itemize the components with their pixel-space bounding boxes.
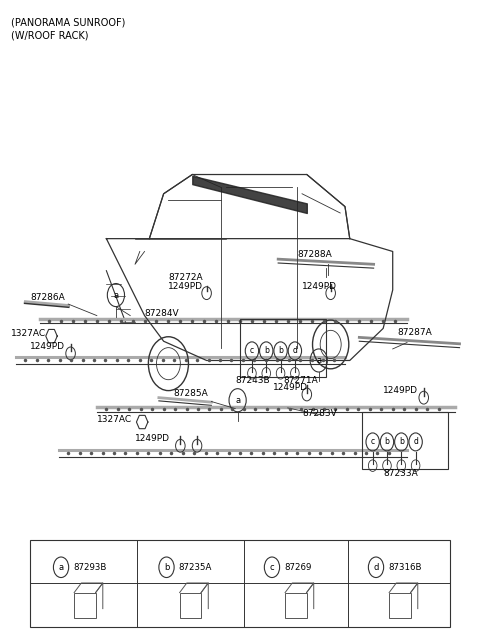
- Text: b: b: [399, 437, 404, 446]
- Text: 87233A: 87233A: [383, 469, 418, 478]
- Text: c: c: [250, 346, 254, 355]
- Text: 87283V: 87283V: [302, 408, 337, 417]
- Text: 87293B: 87293B: [73, 563, 107, 572]
- Text: d: d: [292, 346, 297, 355]
- Text: 87269: 87269: [284, 563, 311, 572]
- Bar: [180, 592, 201, 618]
- Text: a: a: [113, 290, 119, 299]
- Text: d: d: [413, 437, 418, 446]
- Text: 1327AC: 1327AC: [11, 329, 46, 338]
- Text: (PANORAMA SUNROOF)
(W/ROOF RACK): (PANORAMA SUNROOF) (W/ROOF RACK): [11, 17, 125, 41]
- Text: 87288A: 87288A: [297, 249, 332, 258]
- Text: 1327AC: 1327AC: [97, 415, 132, 424]
- Text: 1249PD: 1249PD: [135, 434, 170, 443]
- Text: 87287A: 87287A: [397, 328, 432, 337]
- Text: 87286A: 87286A: [30, 293, 65, 302]
- Text: d: d: [373, 563, 379, 572]
- Bar: [285, 592, 307, 618]
- Bar: [74, 592, 96, 618]
- Text: 87235A: 87235A: [179, 563, 212, 572]
- Bar: [389, 592, 410, 618]
- Bar: [30, 540, 450, 627]
- Text: b: b: [264, 346, 269, 355]
- Text: 87316B: 87316B: [388, 563, 421, 572]
- Text: a: a: [316, 356, 321, 365]
- Text: 87272A: 87272A: [168, 272, 203, 281]
- Text: a: a: [235, 395, 240, 404]
- Text: 87243B: 87243B: [235, 377, 270, 386]
- Text: c: c: [270, 563, 274, 572]
- Text: 87271A: 87271A: [283, 377, 318, 386]
- Text: 1249PD: 1249PD: [274, 383, 309, 392]
- Text: 1249PD: 1249PD: [302, 281, 337, 290]
- Text: 1249PD: 1249PD: [168, 281, 204, 290]
- Text: 87284V: 87284V: [144, 309, 179, 318]
- Text: b: b: [164, 563, 169, 572]
- Bar: [240, 319, 326, 377]
- Text: 1249PD: 1249PD: [30, 342, 65, 351]
- Text: 1249PD: 1249PD: [383, 386, 418, 395]
- Text: c: c: [371, 437, 375, 446]
- Text: b: b: [384, 437, 389, 446]
- Text: b: b: [278, 346, 283, 355]
- Text: a: a: [59, 563, 64, 572]
- Text: 87285A: 87285A: [173, 390, 208, 399]
- Bar: [362, 412, 447, 469]
